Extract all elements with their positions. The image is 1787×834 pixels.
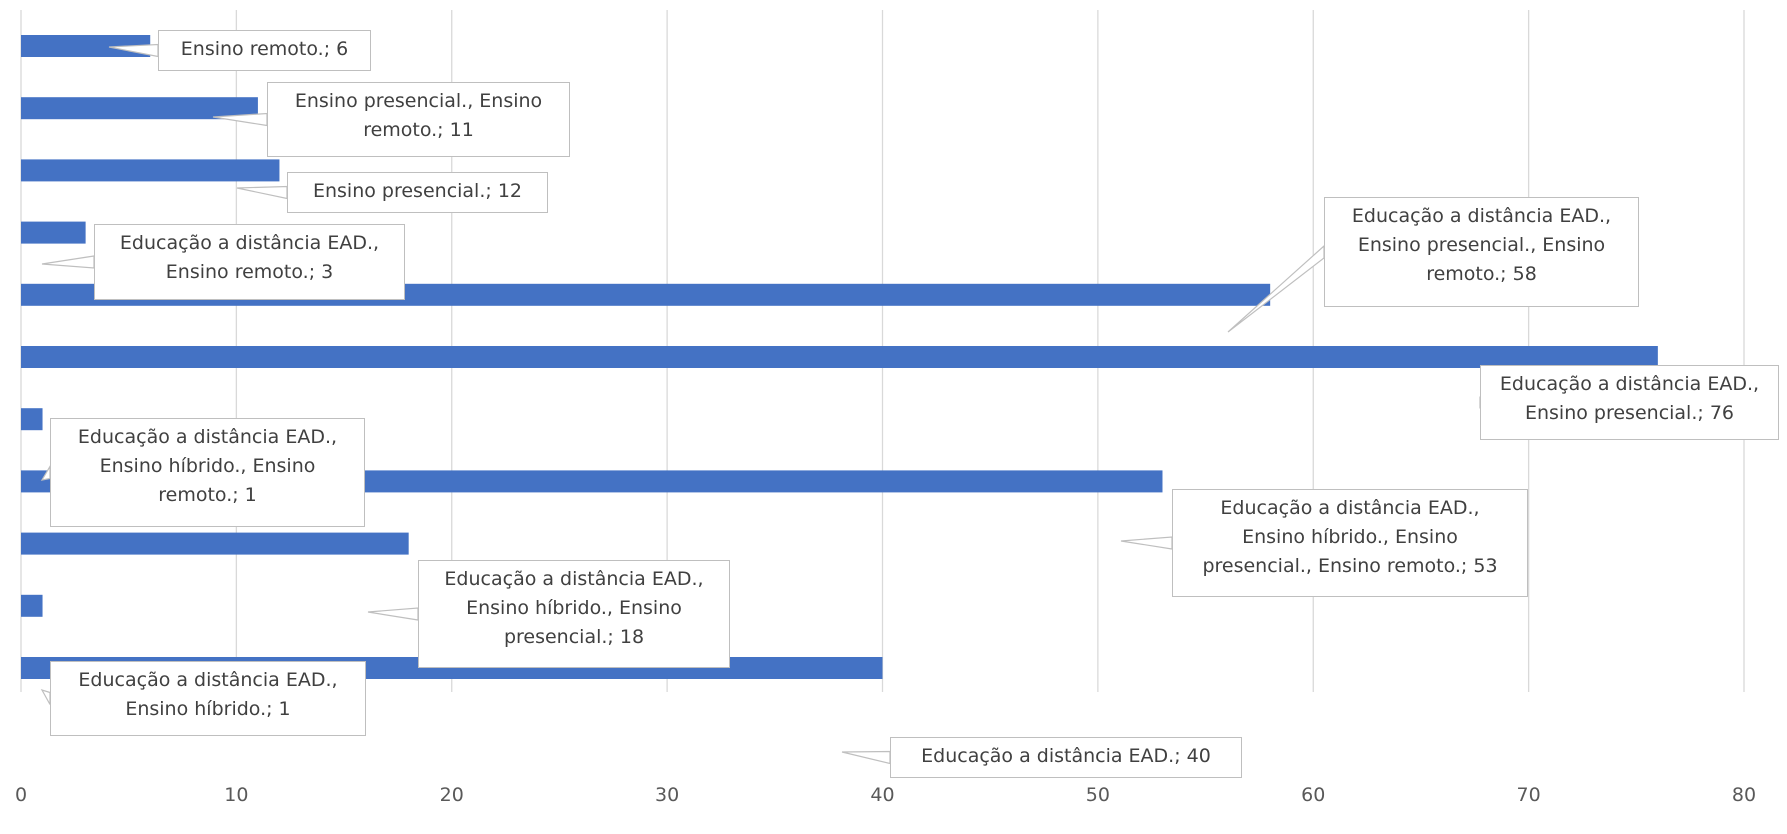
x-tick-label: 50 [1086,784,1110,806]
bar [21,221,86,244]
x-tick-label: 80 [1732,784,1756,806]
data-label: Educação a distância EAD.; 40 [890,737,1242,778]
data-label: Educação a distância EAD., Ensino híbrid… [418,560,730,668]
bar [21,97,258,120]
bar [21,346,1658,368]
x-tick-label: 70 [1517,784,1541,806]
data-label: Educação a distância EAD., Ensino presen… [1480,365,1779,440]
data-label: Educação a distância EAD., Ensino presen… [1324,197,1639,307]
data-label: Educação a distância EAD., Ensino remoto… [94,224,405,300]
bar [21,159,280,182]
label-leader [1120,536,1173,550]
x-tick-label: 0 [15,784,27,806]
data-label: Ensino remoto.; 6 [158,30,371,71]
bar [21,594,43,617]
label-leader [841,750,891,765]
data-label: Educação a distância EAD., Ensino híbrid… [1172,489,1528,597]
x-tick-label: 60 [1301,784,1325,806]
leader-lines [40,43,1481,765]
label-leader [40,688,51,705]
data-label: Educação a distância EAD., Ensino híbrid… [50,418,365,527]
label-leader [41,255,95,269]
data-label: Ensino presencial., Ensino remoto.; 11 [267,82,570,157]
data-label: Ensino presencial.; 12 [287,172,548,213]
bar [21,532,409,555]
data-label: Educação a distância EAD., Ensino híbrid… [50,661,366,736]
x-tick-label: 30 [655,784,679,806]
x-tick-label: 10 [224,784,248,806]
bar [21,408,43,431]
x-tick-labels: 0 10 20 30 40 50 60 70 80 [15,784,1756,806]
bar [21,35,151,57]
label-leader [236,185,288,200]
x-tick-label: 40 [870,784,894,806]
label-leader [367,607,419,621]
x-tick-label: 20 [440,784,464,806]
